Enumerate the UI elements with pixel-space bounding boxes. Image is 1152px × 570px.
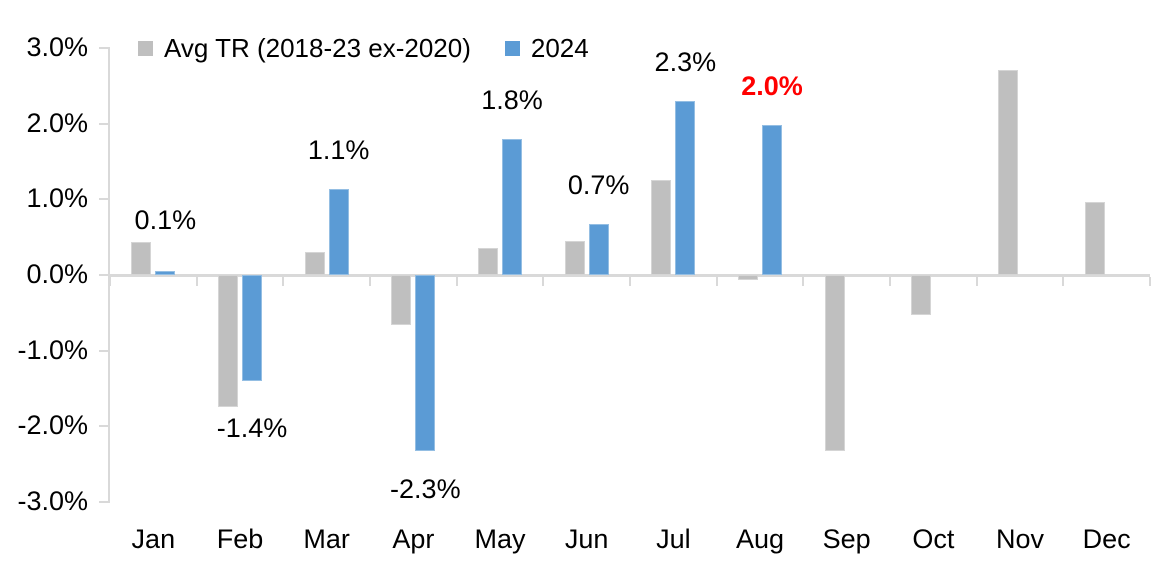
legend-swatch-2024 <box>504 40 520 56</box>
x-axis-label-jul: Jul <box>656 524 691 554</box>
y-axis-tick <box>99 501 110 503</box>
bar-2024-jun <box>588 223 609 275</box>
x-axis-tick <box>715 276 718 286</box>
data-label-jul: 2.3% <box>654 46 717 77</box>
bar-avg-tr-may <box>478 247 498 275</box>
data-label-jun: 0.7% <box>567 169 630 200</box>
x-axis-tick <box>109 276 111 286</box>
y-axis-tick <box>99 122 110 125</box>
bar-2024-apr <box>415 275 436 452</box>
bar-avg-tr-jun <box>564 240 585 275</box>
y-axis-label-00: 0.0% <box>26 259 88 289</box>
y-axis-label-10: 1.0% <box>26 183 88 214</box>
data-label-may: 1.8% <box>481 84 543 115</box>
y-axis-tick <box>99 274 110 276</box>
y-axis-line <box>108 48 110 502</box>
bar-2024-may <box>502 138 522 275</box>
legend-item-2024: 2024 <box>504 33 589 63</box>
x-axis-tick <box>455 276 458 286</box>
legend: Avg TR (2018-23 ex-2020) 2024 <box>138 33 589 63</box>
y-axis-tick <box>99 47 110 49</box>
data-label-aug: 2.0% <box>741 71 803 102</box>
bar-avg-tr-jul <box>651 180 672 275</box>
y-axis-label--30: -3.0% <box>17 486 88 516</box>
bar-avg-tr-feb <box>218 275 238 408</box>
x-axis-tick <box>889 276 891 286</box>
y-axis-tick <box>99 349 110 352</box>
x-axis-tick <box>1149 276 1151 286</box>
x-axis-label-apr: Apr <box>392 524 435 554</box>
bar-avg-tr-dec <box>1084 201 1105 275</box>
x-axis-tick <box>369 276 371 286</box>
x-axis-label-may: May <box>474 524 526 554</box>
x-axis-label-feb: Feb <box>216 524 264 554</box>
x-axis-tick <box>802 276 805 286</box>
bar-2024-mar <box>328 189 349 275</box>
bar-avg-tr-jan <box>131 242 152 275</box>
y-axis-tick <box>99 198 110 201</box>
y-axis-label-20: 2.0% <box>26 107 88 138</box>
x-axis-tick <box>629 276 631 286</box>
x-axis-label-dec: Dec <box>1082 524 1131 554</box>
legend-swatch-avg-tr <box>138 40 153 56</box>
data-label-jan: 0.1% <box>134 205 197 236</box>
legend-item-avg-tr: Avg TR (2018-23 ex-2020) <box>138 33 471 63</box>
bar-avg-tr-nov <box>998 69 1018 275</box>
bar-2024-aug <box>762 125 782 275</box>
bar-avg-tr-apr <box>391 275 412 325</box>
bar-avg-tr-mar <box>304 252 325 275</box>
bar-avg-tr-oct <box>911 275 932 316</box>
x-axis-label-jun: Jun <box>564 524 609 554</box>
x-axis-tick <box>1062 276 1065 286</box>
x-axis-tick <box>282 276 285 286</box>
bar-avg-tr-aug <box>738 275 758 281</box>
bar-2024-jan <box>155 271 176 275</box>
x-axis-tick <box>975 276 978 286</box>
x-axis-label-aug: Aug <box>735 524 784 554</box>
x-axis-tick <box>542 276 545 286</box>
data-label-mar: 1.1% <box>307 135 370 166</box>
x-axis-line <box>110 273 1150 277</box>
x-axis-label-oct: Oct <box>912 524 955 554</box>
legend-label-2024: 2024 <box>530 33 589 63</box>
bar-2024-jul <box>675 100 696 275</box>
x-axis-label-jan: Jan <box>131 524 176 554</box>
legend-label-avg-tr: Avg TR (2018-23 ex-2020) <box>164 33 471 63</box>
bar-2024-feb <box>242 275 262 381</box>
data-label-feb: -1.4% <box>216 413 288 444</box>
data-label-apr: -2.3% <box>390 474 461 505</box>
y-axis-label-30: 3.0% <box>26 32 88 62</box>
x-axis-label-nov: Nov <box>995 524 1044 554</box>
y-axis-tick <box>99 425 110 428</box>
x-axis-label-sep: Sep <box>822 524 871 554</box>
y-axis-label--10: -1.0% <box>17 334 88 365</box>
bar-avg-tr-sep <box>824 275 845 451</box>
y-axis-label--20: -2.0% <box>17 410 88 441</box>
x-axis-tick <box>195 276 198 286</box>
x-axis-label-mar: Mar <box>303 524 350 554</box>
